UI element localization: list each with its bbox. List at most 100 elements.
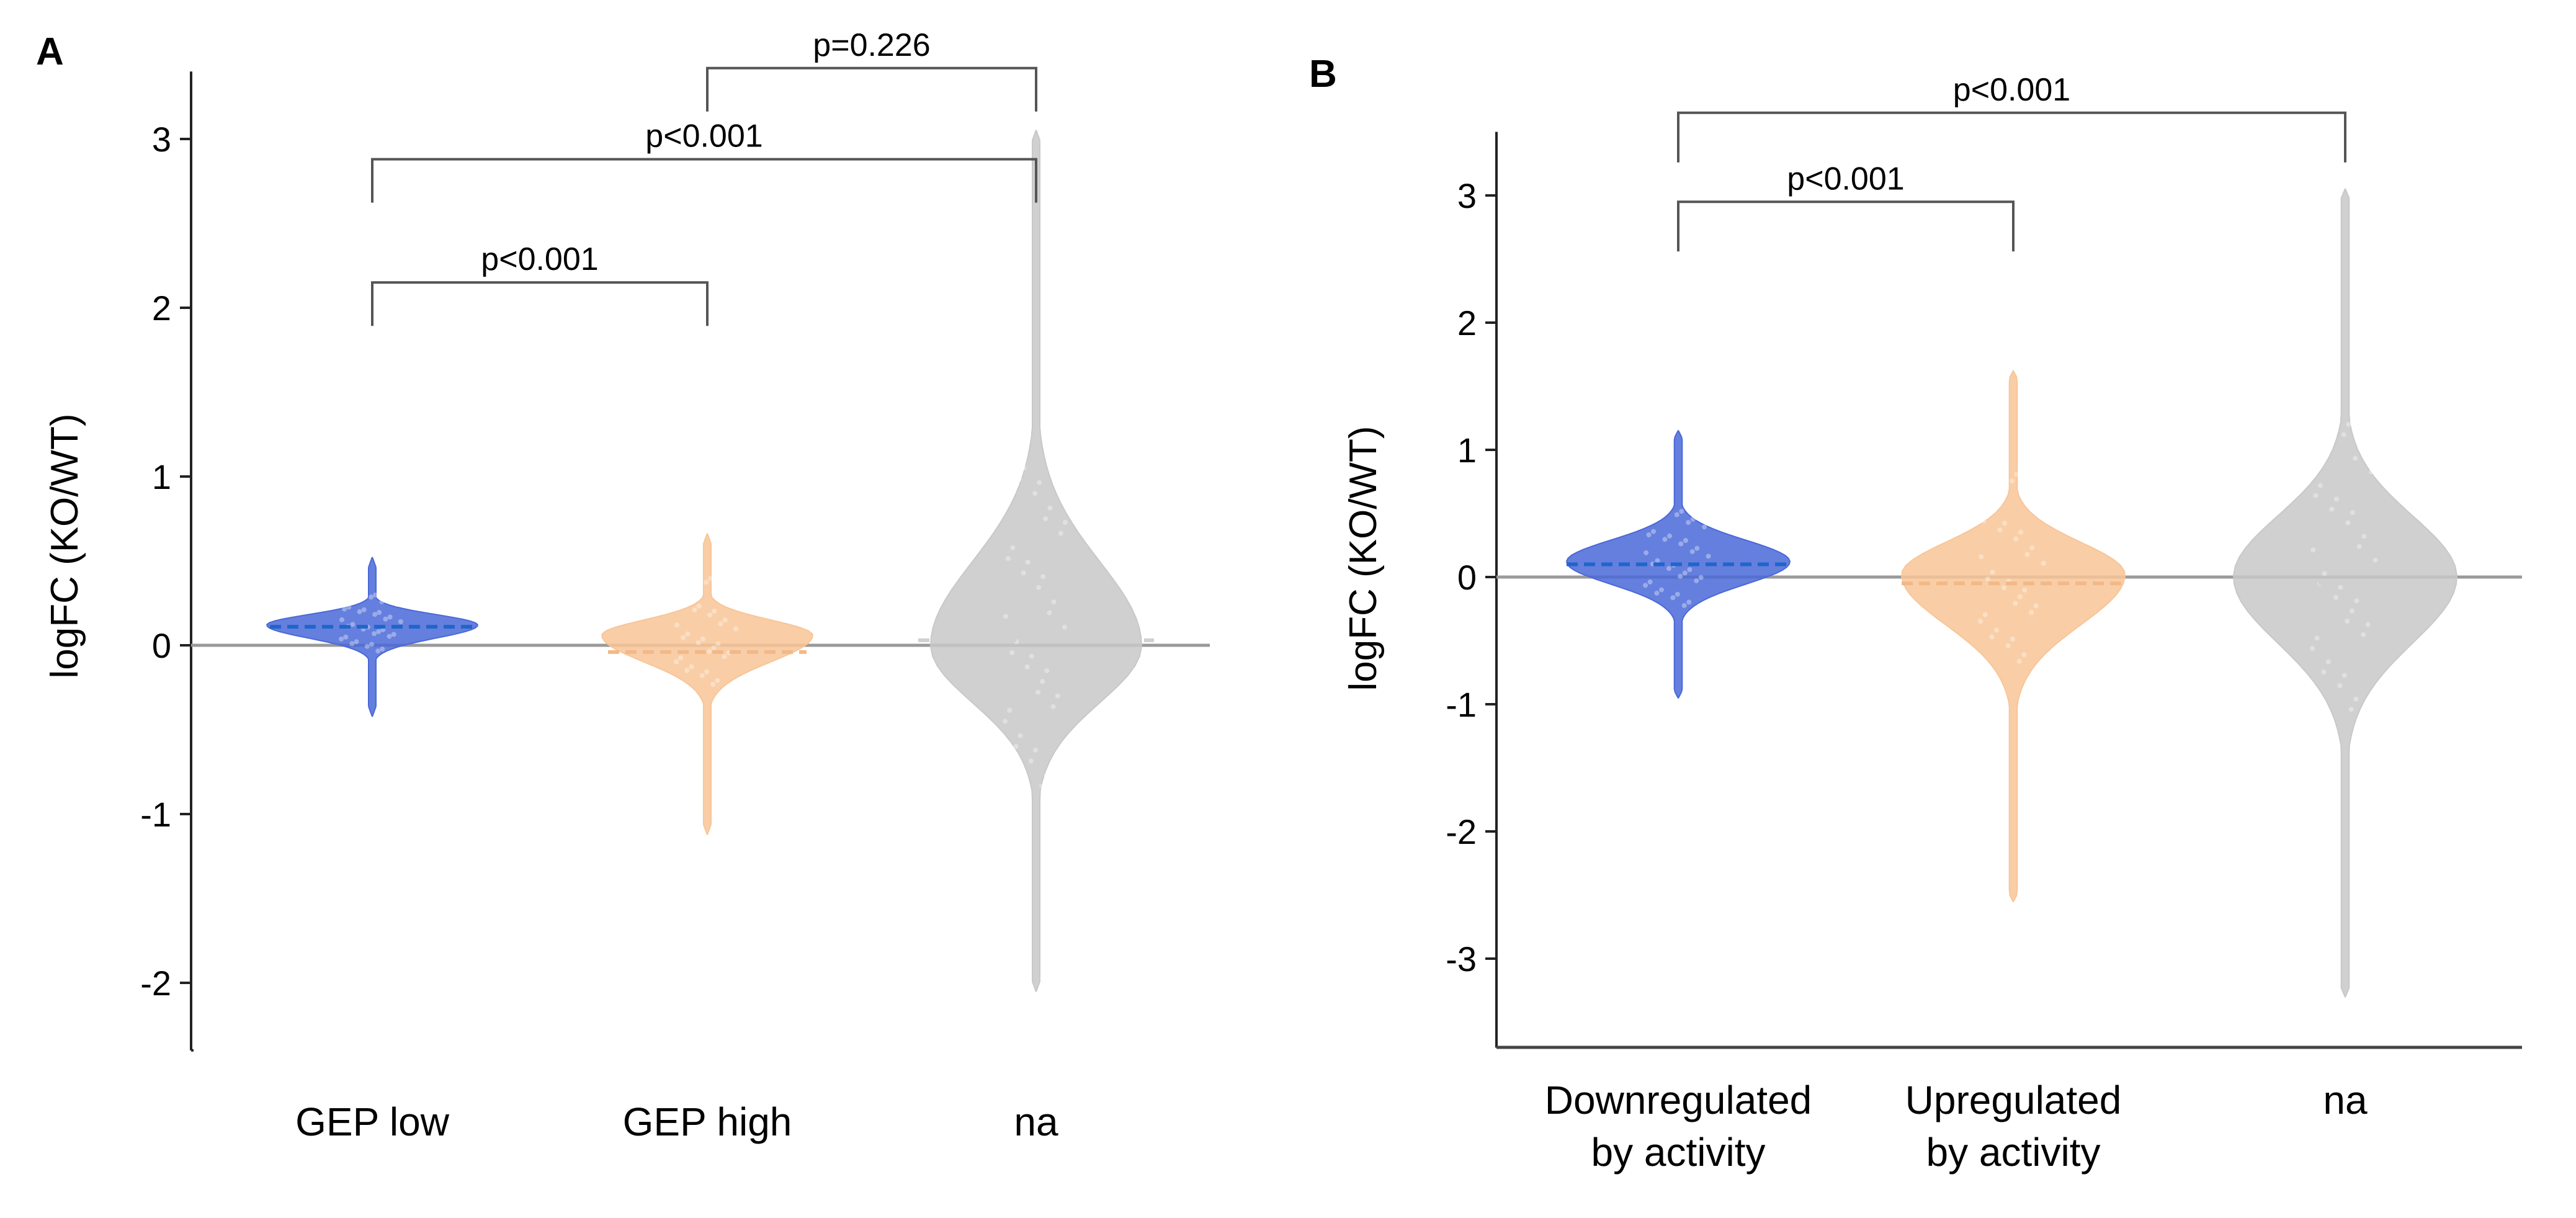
violin-point bbox=[692, 607, 697, 612]
violin-point bbox=[1044, 772, 1049, 778]
violin-point bbox=[375, 648, 381, 654]
violin-point bbox=[1654, 591, 1660, 596]
violin-point bbox=[674, 622, 679, 628]
violin-point bbox=[2364, 720, 2370, 726]
violin-point bbox=[364, 643, 370, 649]
violin-point bbox=[2021, 652, 2027, 658]
violin-point bbox=[1054, 798, 1060, 804]
violin-point bbox=[733, 589, 739, 595]
y-tick-label: -1 bbox=[140, 795, 171, 834]
violin-point bbox=[707, 649, 712, 655]
violin-point bbox=[2010, 637, 2015, 642]
violin-point bbox=[2341, 432, 2346, 437]
violin-point bbox=[677, 602, 682, 607]
violin-point bbox=[1977, 683, 1982, 689]
violin-point bbox=[394, 602, 400, 607]
violin-point bbox=[372, 612, 378, 617]
violin-point bbox=[681, 598, 687, 604]
violin-point bbox=[1994, 627, 1999, 633]
violin-point bbox=[2325, 418, 2330, 424]
violin-point bbox=[685, 631, 691, 637]
violin-point bbox=[2310, 645, 2315, 651]
y-tick-label: 1 bbox=[152, 457, 171, 496]
violin-point bbox=[1062, 624, 1067, 630]
violin-point bbox=[2033, 603, 2039, 609]
p-value-label: p<0.001 bbox=[1953, 72, 2070, 108]
violin-point bbox=[2018, 529, 2023, 535]
violin-point bbox=[1658, 508, 1663, 513]
violin-point bbox=[678, 692, 683, 697]
violin-point bbox=[1662, 537, 1668, 542]
violin-point bbox=[1690, 516, 1696, 522]
violin-point bbox=[2002, 521, 2007, 526]
violin-point bbox=[1040, 574, 1046, 580]
violin-point bbox=[1006, 556, 1011, 562]
violin-point bbox=[1659, 587, 1664, 593]
violin-point bbox=[349, 641, 355, 647]
violin-point bbox=[2345, 619, 2350, 624]
violin-point bbox=[369, 642, 374, 647]
y-tick-label: 3 bbox=[152, 120, 171, 159]
violin-point bbox=[350, 622, 356, 627]
p-value-label: p<0.001 bbox=[481, 241, 598, 277]
y-tick-label: 0 bbox=[1457, 558, 1477, 597]
violin-point bbox=[1982, 612, 1988, 617]
violin-point bbox=[1055, 693, 1060, 699]
violin-point bbox=[1702, 524, 1707, 530]
violin-point bbox=[715, 641, 721, 647]
y-tick-label: 2 bbox=[152, 289, 171, 328]
violin-point bbox=[1058, 787, 1064, 792]
violin-point bbox=[2017, 594, 2023, 599]
violin-point bbox=[1651, 529, 1656, 534]
violin-point bbox=[1039, 784, 1045, 789]
violin-point bbox=[2013, 536, 2019, 542]
violin-point bbox=[373, 593, 378, 598]
violin-point bbox=[390, 651, 396, 656]
violin-point bbox=[339, 636, 344, 642]
violin-point bbox=[391, 632, 396, 637]
violin-point bbox=[1058, 531, 1063, 536]
violin-point bbox=[2021, 494, 2026, 499]
violin-point bbox=[354, 639, 359, 645]
violin-point bbox=[1706, 521, 1712, 526]
violin-point bbox=[2313, 493, 2319, 498]
violin-point bbox=[1694, 578, 1699, 584]
violin-point bbox=[2005, 643, 2011, 648]
significance-bracket bbox=[1677, 111, 2346, 163]
violin-point bbox=[1674, 512, 1679, 517]
violin-point bbox=[339, 617, 344, 622]
panel-b: B logFC (KO/WT) 3 2 1 0 -1 -2 -3 Downregulated b… bbox=[1309, 53, 2522, 1175]
violin-point bbox=[1985, 576, 1990, 582]
violin-point bbox=[2029, 609, 2034, 615]
panel-a-label: A bbox=[36, 30, 64, 73]
p-value-label: p=0.226 bbox=[813, 27, 930, 63]
violin-point bbox=[1675, 591, 1680, 597]
violin-point bbox=[2373, 459, 2379, 465]
violin-point bbox=[2348, 707, 2354, 712]
violin-point bbox=[1013, 744, 1019, 750]
violin-point bbox=[1666, 566, 1671, 571]
violin-2 bbox=[601, 533, 813, 835]
violin-point bbox=[2319, 723, 2324, 729]
violin-point bbox=[711, 645, 717, 650]
violin-point bbox=[1667, 533, 1672, 539]
violin-point bbox=[2365, 622, 2371, 627]
violin-point bbox=[1010, 545, 1016, 550]
violin-point bbox=[1646, 532, 1652, 537]
violin-point bbox=[1032, 491, 1037, 496]
violin-point bbox=[1694, 545, 1700, 551]
violin-point bbox=[2037, 661, 2043, 666]
violin-point bbox=[1647, 579, 1653, 584]
violin-point bbox=[1047, 505, 1053, 511]
y-tick-label: -3 bbox=[1446, 939, 1477, 978]
violin-point bbox=[1978, 619, 1983, 624]
violin-point bbox=[1686, 599, 1692, 605]
violin-point bbox=[379, 599, 385, 604]
violin-point bbox=[1702, 604, 1708, 609]
violin-point bbox=[1990, 570, 1995, 575]
violin-point bbox=[383, 616, 388, 622]
violin-point bbox=[722, 654, 727, 660]
violin-point bbox=[1036, 584, 1042, 590]
violin-point bbox=[1642, 615, 1647, 620]
